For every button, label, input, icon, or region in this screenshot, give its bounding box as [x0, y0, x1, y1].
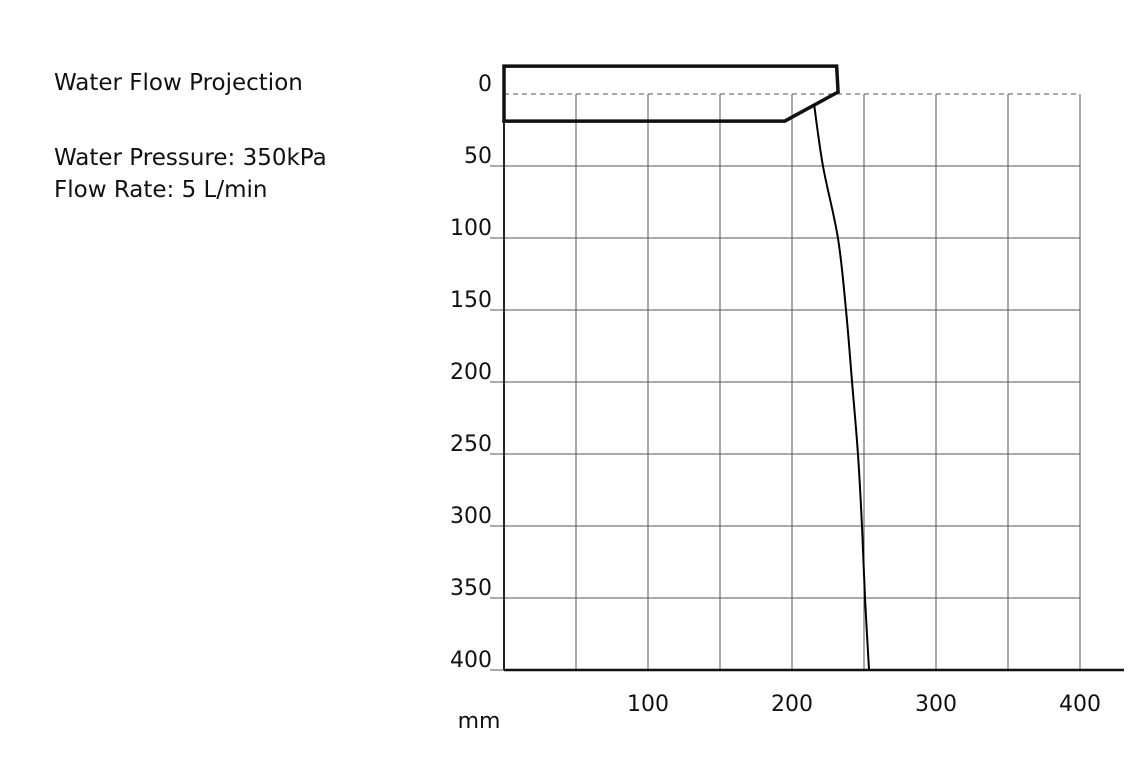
chart-title: Water Flow Projection: [54, 70, 303, 96]
x-axis-label: mm: [458, 709, 501, 734]
y-tick-label: 50: [464, 144, 492, 169]
tick-labels: 0 50 100 150 200 250 300 350 400 100 200 300 400: [450, 72, 1101, 717]
y-tick-label: 0: [478, 72, 492, 97]
nozzle-outline: [502, 64, 840, 123]
marks: [502, 64, 871, 671]
x-tick-label: 200: [771, 692, 813, 717]
flow-rate-label: Flow Rate: 5 L/min: [54, 177, 268, 203]
water-pressure-label: Water Pressure: 350kPa: [54, 145, 327, 171]
y-tick-label: 300: [450, 504, 492, 529]
x-tick-label: 400: [1059, 692, 1101, 717]
grid: [490, 93, 1124, 672]
y-tick-label: 100: [450, 216, 492, 241]
y-tick-label: 200: [450, 360, 492, 385]
y-tick-label: 400: [450, 648, 492, 673]
x-tick-label: 300: [915, 692, 957, 717]
x-tick-label: 100: [627, 692, 669, 717]
y-tick-label: 250: [450, 432, 492, 457]
y-tick-label: 150: [450, 288, 492, 313]
water-flow-curve: [813, 103, 871, 671]
y-tick-label: 350: [450, 576, 492, 601]
